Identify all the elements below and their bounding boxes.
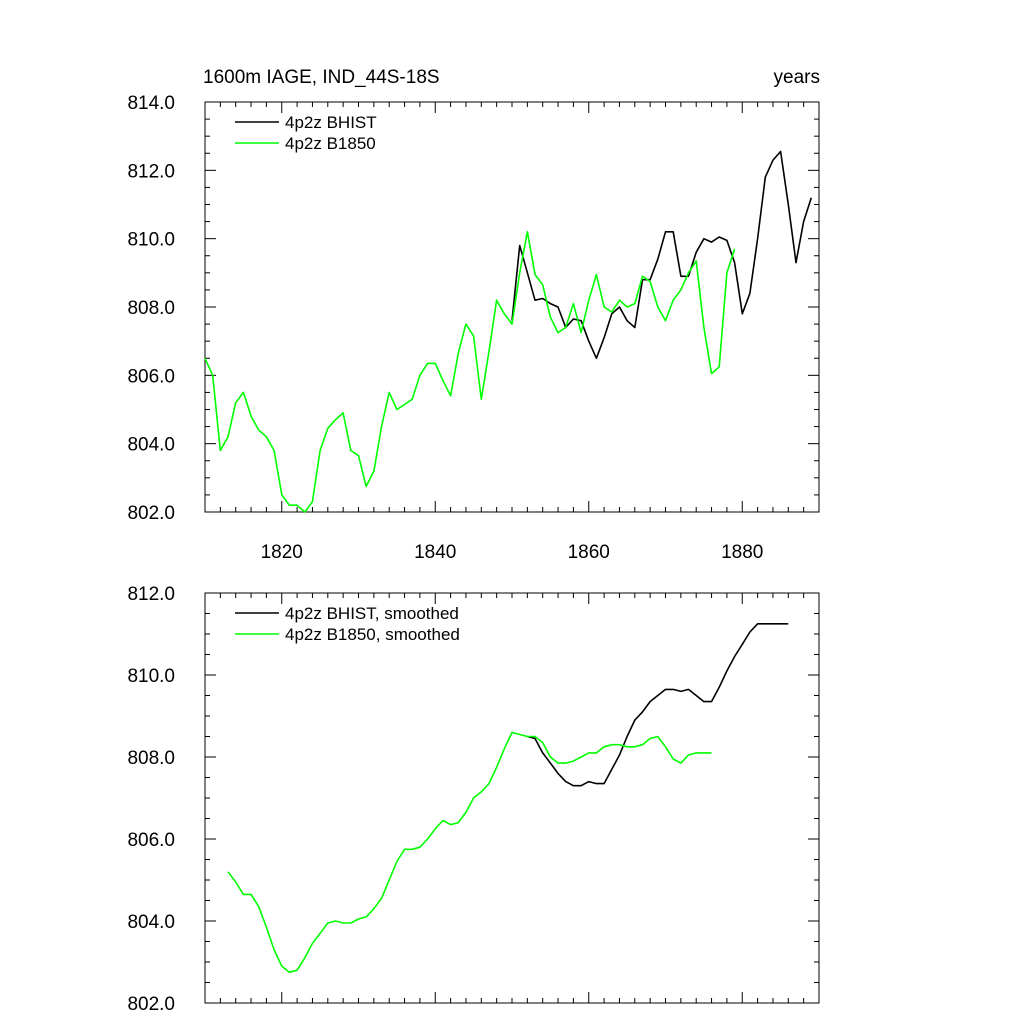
legend: 4p2z BHIST 4p2z B1850 [235,113,377,153]
plot-frame [204,101,820,513]
axis-ticks [204,592,820,1004]
y-tick-label: 812.0 [127,584,175,605]
series-line [511,150,813,360]
y-tick-label: 810.0 [127,666,175,687]
bottom-chart-panel: 802.0 804.0 806.0 808.0 810.0 812.0 4p2z BHIS… [127,584,820,1015]
y-tick-label: 808.0 [127,298,175,319]
y-tick-label: 814.0 [127,93,175,114]
y-tick-label: 802.0 [127,503,175,524]
legend: 4p2z BHIST, smoothed 4p2z B1850, smoothed [235,604,460,644]
legend-label: 4p2z B1850, smoothed [285,625,460,644]
series-line [227,731,712,974]
chart-title-right: years [774,67,820,88]
y-tick-label: 804.0 [127,912,175,933]
y-tick-label: 806.0 [127,366,175,387]
y-tick-label: 810.0 [127,230,175,251]
series-lines [227,622,789,974]
series-lines [204,150,813,513]
legend-label: 4p2z BHIST [285,113,377,132]
top-chart-panel: 1600m IAGE, IND_44S-18S years 802.0 804.0… [127,67,820,563]
x-tick-label: 1840 [414,542,456,563]
series-line [527,622,789,787]
series-line [204,231,736,513]
legend-label: 4p2z B1850 [285,134,376,153]
chart-title-left: 1600m IAGE, IND_44S-18S [203,67,440,88]
y-tick-label: 812.0 [127,161,175,182]
plot-frame [204,592,820,1004]
y-tick-label: 806.0 [127,830,175,851]
y-tick-label: 808.0 [127,748,175,769]
axis-ticks [204,101,820,513]
x-tick-label: 1880 [721,542,763,563]
legend-label: 4p2z BHIST, smoothed [285,604,459,623]
x-tick-label: 1860 [568,542,610,563]
axis-tick-labels: 802.0 804.0 806.0 808.0 810.0 812.0 814.0 1820 1… [127,93,763,563]
x-tick-label: 1820 [261,542,303,563]
axis-tick-labels: 802.0 804.0 806.0 808.0 810.0 812.0 [127,584,175,1015]
y-tick-label: 804.0 [127,435,175,456]
y-tick-label: 802.0 [127,994,175,1015]
